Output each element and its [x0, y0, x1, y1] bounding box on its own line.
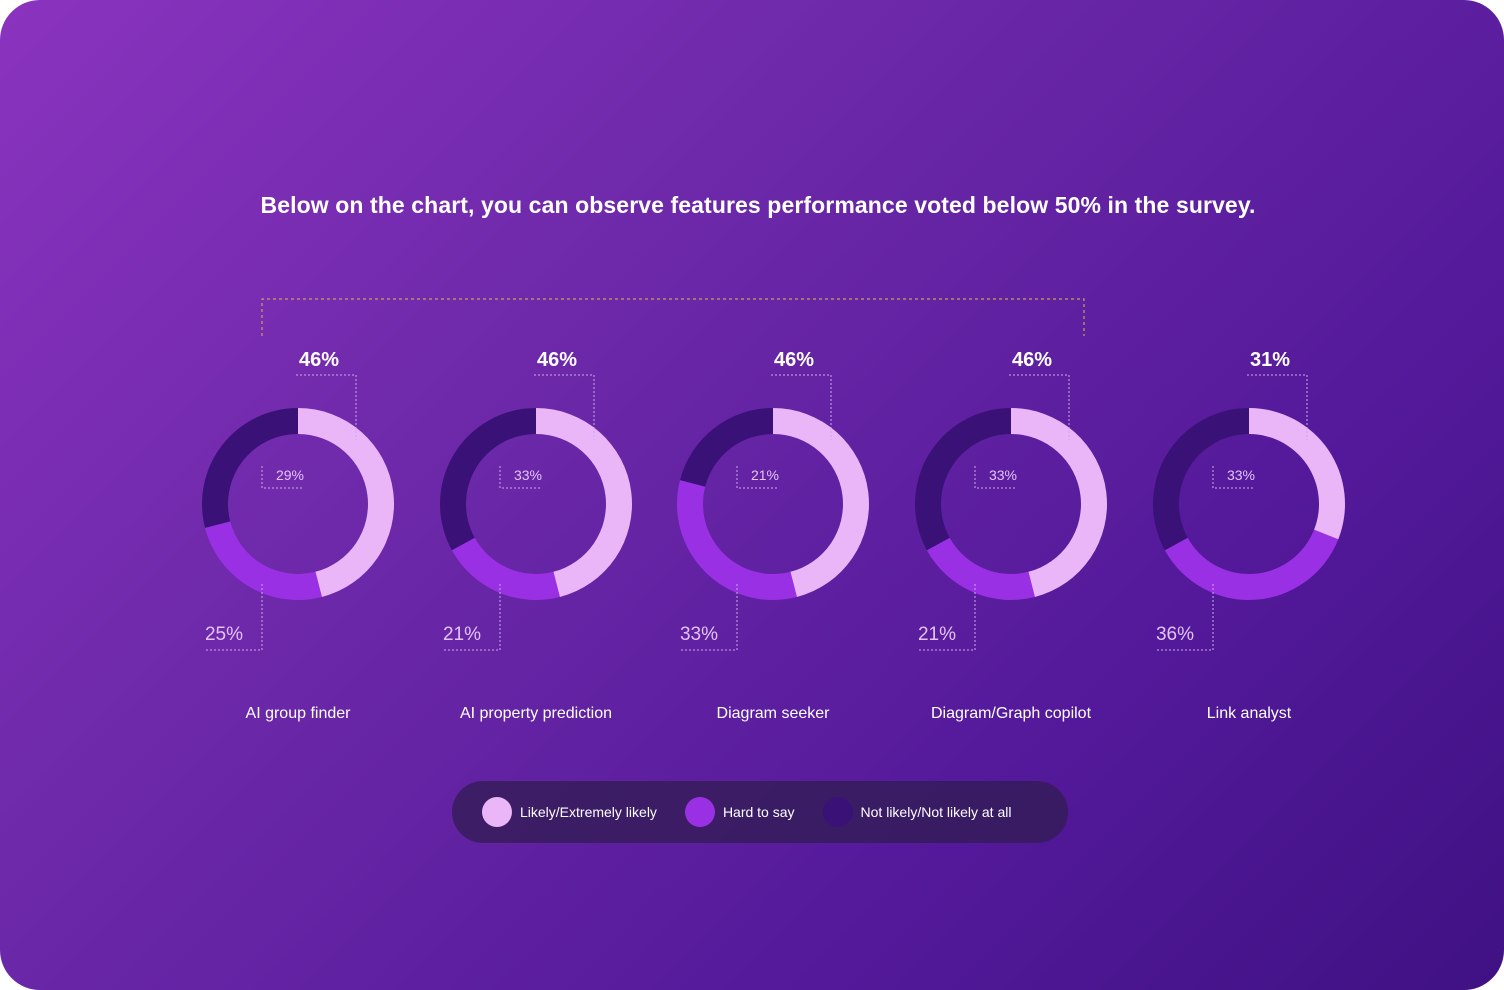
value-label-not-likely-link-analyst: 33% [1227, 467, 1255, 483]
leader-line-likely-link-analyst [1247, 374, 1308, 440]
leader-line-not-likely-ai-group-finder [261, 466, 304, 489]
value-label-hard-to-say-ai-property-prediction: 21% [443, 624, 481, 645]
chart-headline: Below on the chart, you can observe feat… [260, 192, 1256, 218]
legend-item-likely: Likely/Extremely likely [482, 797, 657, 827]
value-label-not-likely-diagram-seeker: 21% [751, 467, 779, 483]
leader-line-likely-diagram-seeker [771, 374, 832, 440]
leader-line-not-likely-link-analyst [1212, 466, 1255, 489]
category-label-link-analyst: Link analyst [1207, 705, 1292, 722]
donut-segment-not-likely-link-analyst [1153, 408, 1249, 551]
value-label-likely-ai-property-prediction: 46% [537, 349, 577, 371]
legend-label-likely: Likely/Extremely likely [520, 804, 657, 820]
legend-item-hard-to-say: Hard to say [684, 797, 795, 827]
value-label-not-likely-ai-property-prediction: 33% [514, 467, 542, 483]
donut-segment-hard-to-say-link-analyst [1164, 529, 1339, 600]
legend-swatch-not-likely [822, 797, 853, 827]
donut-segment-hard-to-say-ai-property-prediction [451, 537, 560, 600]
legend: Likely/Extremely likely Hard to say Not … [452, 781, 1068, 843]
value-label-hard-to-say-diagram-graph-copilot: 21% [918, 624, 956, 645]
donut-segment-likely-ai-group-finder [298, 408, 395, 597]
legend-swatch-likely [482, 797, 512, 827]
value-label-hard-to-say-ai-group-finder: 25% [205, 624, 243, 645]
donut-segment-hard-to-say-diagram-graph-copilot [926, 537, 1035, 600]
value-label-hard-to-say-diagram-seeker: 33% [680, 624, 718, 645]
donut-segment-hard-to-say-ai-group-finder [205, 521, 322, 600]
leader-line-not-likely-diagram-seeker [736, 466, 779, 489]
leader-line-hard-to-say-ai-property-prediction [442, 584, 501, 651]
leader-line-hard-to-say-diagram-graph-copilot [917, 584, 976, 651]
donut-segment-likely-diagram-seeker [773, 408, 870, 597]
legend-item-not-likely: Not likely/Not likely at all [822, 797, 1012, 827]
comparison-bracket [261, 298, 1085, 336]
leader-line-not-likely-ai-property-prediction [499, 466, 542, 489]
value-label-not-likely-ai-group-finder: 29% [276, 467, 304, 483]
leader-line-likely-ai-property-prediction [534, 374, 595, 440]
legend-label-hard-to-say: Hard to say [722, 804, 795, 820]
value-label-hard-to-say-link-analyst: 36% [1156, 624, 1194, 645]
donut-segment-not-likely-diagram-graph-copilot [915, 408, 1011, 551]
value-label-likely-link-analyst: 31% [1250, 349, 1290, 371]
category-label-ai-group-finder: AI group finder [246, 705, 352, 722]
donut-segment-hard-to-say-diagram-seeker [676, 480, 797, 601]
leader-line-likely-ai-group-finder [296, 374, 357, 440]
donut-segment-likely-link-analyst [1249, 408, 1346, 540]
leader-line-likely-diagram-graph-copilot [1009, 374, 1070, 440]
value-label-not-likely-diagram-graph-copilot: 33% [989, 467, 1017, 483]
value-label-likely-ai-group-finder: 46% [299, 349, 339, 371]
donut-segment-not-likely-ai-property-prediction [440, 408, 536, 551]
leader-line-hard-to-say-link-analyst [1155, 584, 1214, 651]
value-label-likely-diagram-seeker: 46% [774, 349, 814, 371]
value-label-likely-diagram-graph-copilot: 46% [1012, 349, 1052, 371]
category-label-ai-property-prediction: AI property prediction [460, 705, 612, 722]
legend-swatch-hard-to-say [684, 797, 715, 827]
donut-segment-likely-diagram-graph-copilot [1011, 407, 1108, 597]
donut-segment-not-likely-ai-group-finder [202, 408, 298, 528]
donut-segment-likely-ai-property-prediction [536, 408, 633, 597]
donut-segment-not-likely-diagram-seeker [680, 408, 773, 487]
category-label-diagram-seeker: Diagram seeker [717, 705, 831, 722]
leader-line-hard-to-say-diagram-seeker [679, 584, 738, 651]
leader-line-hard-to-say-ai-group-finder [204, 584, 263, 651]
leader-line-not-likely-diagram-graph-copilot [974, 466, 1017, 489]
category-label-diagram-graph-copilot: Diagram/Graph copilot [931, 705, 1092, 722]
legend-label-not-likely: Not likely/Not likely at all [860, 804, 1012, 820]
